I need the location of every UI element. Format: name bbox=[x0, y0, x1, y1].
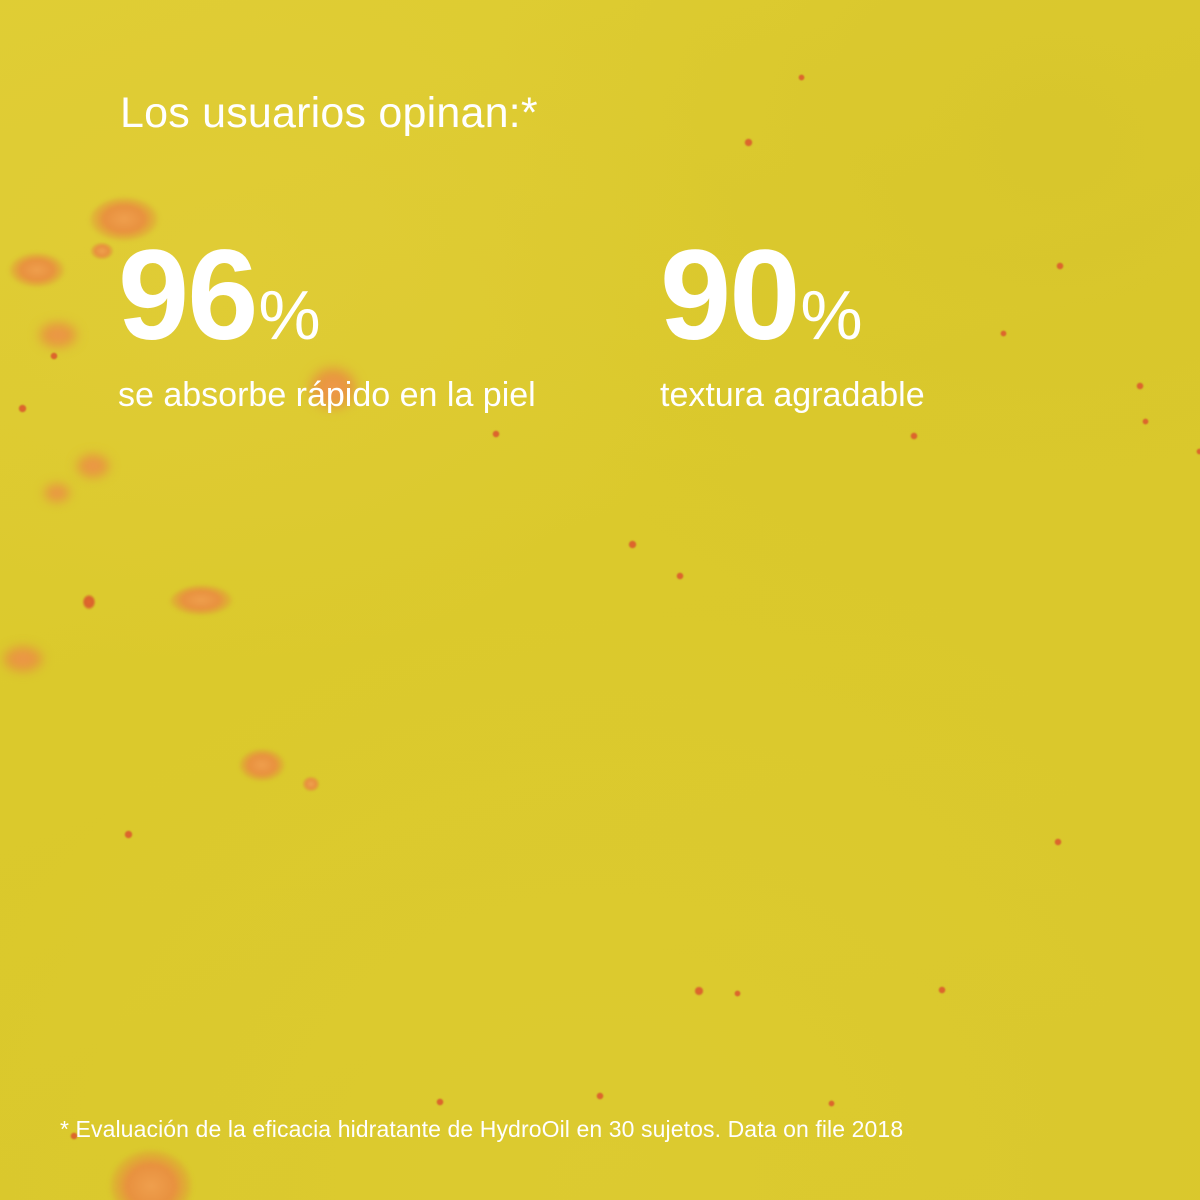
stat-block-texture: 90 % textura agradable bbox=[660, 232, 1080, 418]
stat-block-absorption: 96 % se absorbe rápido en la piel bbox=[118, 232, 660, 418]
stat-value: 96 % bbox=[118, 232, 660, 360]
stat-number: 96 bbox=[118, 224, 258, 367]
stat-unit: % bbox=[258, 276, 321, 354]
stat-unit: % bbox=[800, 276, 863, 354]
stats-row: 96 % se absorbe rápido en la piel 90 % t… bbox=[118, 232, 1118, 418]
stat-caption: textura agradable bbox=[660, 376, 925, 414]
footnote: * Evaluación de la eficacia hidratante d… bbox=[60, 1116, 904, 1142]
stat-number: 90 bbox=[660, 224, 800, 367]
stat-value: 90 % bbox=[660, 232, 1080, 360]
page-title: Los usuarios opinan:* bbox=[120, 88, 538, 137]
stat-caption: se absorbe rápido en la piel bbox=[118, 376, 536, 414]
